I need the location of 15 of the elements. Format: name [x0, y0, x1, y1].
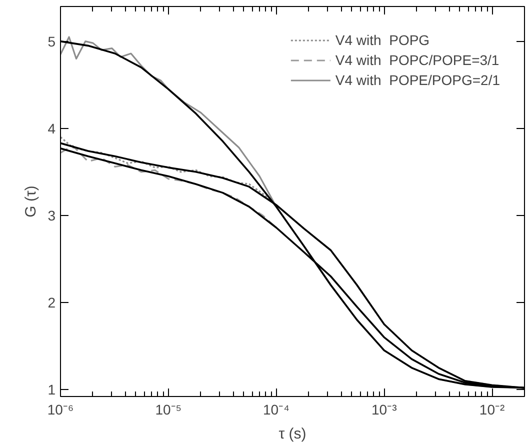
- legend-label: V4 with POPG: [335, 32, 430, 48]
- legend-label: V4 with POPE/POPG=2/1: [335, 72, 500, 88]
- y-tick-label: 4: [48, 120, 56, 136]
- x-tick-label: 10⁻²: [479, 402, 505, 418]
- x-axis-title: τ (s): [278, 426, 306, 442]
- y-tick-label: 3: [48, 207, 56, 224]
- x-tick-label: 10⁻⁴: [262, 402, 290, 418]
- x-tick-label: 10⁻⁵: [155, 402, 182, 418]
- legend-label: V4 with POPC/POPE=3/1: [335, 52, 500, 68]
- y-tick-label: 2: [48, 294, 56, 310]
- x-tick-label: 10⁻³: [372, 402, 398, 418]
- x-tick-label: 10⁻⁶: [47, 402, 74, 418]
- y-tick-label: 5: [48, 33, 56, 50]
- y-axis-title: G (τ): [22, 186, 40, 218]
- y-tick-label: 1: [48, 382, 56, 398]
